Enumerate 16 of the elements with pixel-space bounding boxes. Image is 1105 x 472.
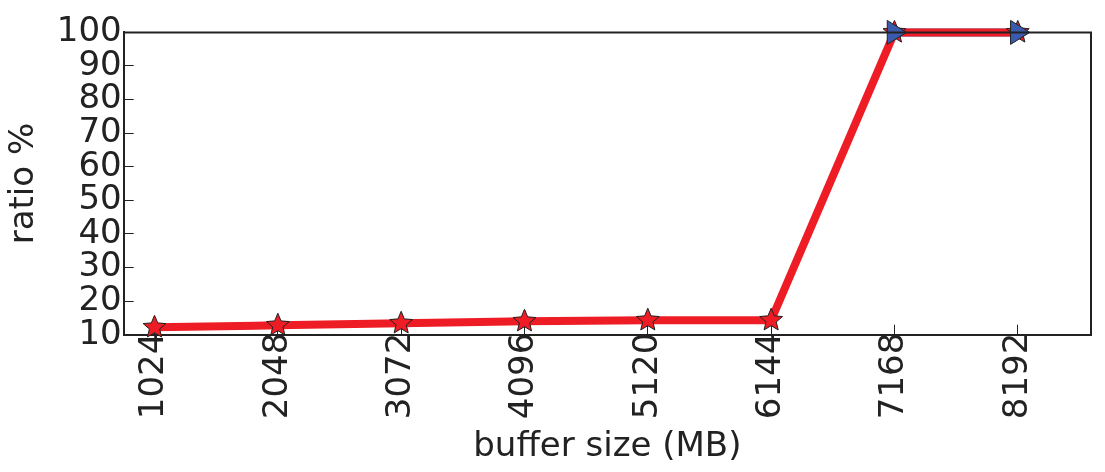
point [265, 312, 290, 336]
x-axis-title: buffer size (MB) [473, 424, 742, 465]
x-tick-label: 3072 [378, 332, 418, 420]
point [635, 307, 660, 331]
x-tick-label: 5120 [624, 332, 665, 420]
x-tick-label: 6144 [747, 332, 788, 420]
y-axis-title: ratio % [1, 122, 42, 245]
point [142, 314, 167, 338]
x-tick-label: 4096 [501, 332, 542, 420]
point [389, 310, 414, 334]
x-tick-label: 1024 [131, 332, 172, 420]
x-tick-label: 7168 [871, 332, 912, 420]
point [512, 308, 537, 332]
x-tick-label: 8192 [994, 332, 1035, 420]
point [759, 307, 784, 331]
x-tick-label: 2048 [254, 332, 295, 420]
